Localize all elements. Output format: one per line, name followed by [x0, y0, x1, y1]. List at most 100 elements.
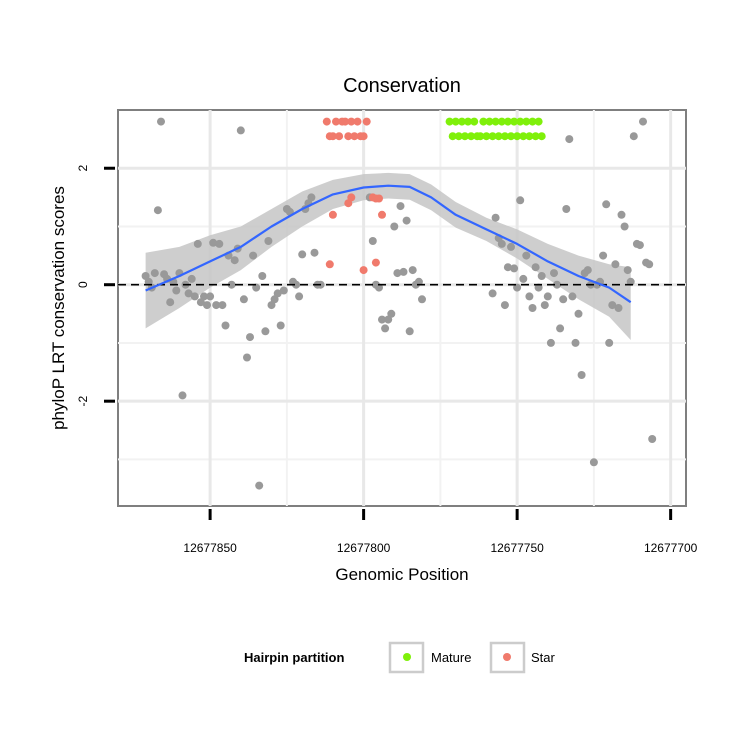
data-point-other [193, 239, 202, 248]
data-point-other [537, 272, 546, 280]
data-point-other [381, 324, 390, 333]
data-point-other [239, 295, 248, 304]
data-point-other [562, 205, 571, 213]
data-point-other [184, 289, 193, 298]
data-point-other [249, 251, 258, 260]
data-point-mature [448, 132, 457, 141]
x-tick-label: 12677750 [490, 541, 544, 555]
data-point-star [378, 210, 386, 219]
data-point-other [218, 301, 227, 310]
data-point-mature [460, 132, 469, 141]
data-point-other [507, 242, 515, 251]
data-point-other [375, 283, 383, 292]
legend: Hairpin partition Mature Star [244, 641, 556, 674]
data-point-other [488, 289, 497, 298]
data-point-mature [476, 132, 485, 141]
chart-title: Conservation [343, 75, 461, 97]
data-point-other [639, 117, 647, 126]
data-point-star [375, 194, 383, 203]
data-point-other [215, 239, 224, 248]
data-point-mature [513, 132, 522, 141]
data-point-other [408, 266, 417, 275]
data-point-other [203, 301, 211, 310]
data-point-mature [451, 117, 460, 126]
data-point-mature [519, 132, 528, 141]
data-point-mature [525, 132, 534, 141]
data-point-other [571, 338, 580, 347]
data-point-mature [531, 132, 540, 141]
data-point-other [531, 263, 540, 272]
data-point-mature [479, 117, 488, 126]
data-point-star [359, 266, 368, 275]
data-point-star [350, 132, 359, 141]
data-point-mature [494, 132, 503, 141]
data-point-mature [528, 117, 537, 126]
data-point-other [522, 251, 531, 260]
data-point-other [543, 292, 552, 301]
data-point-other [605, 338, 614, 347]
data-point-other [276, 321, 285, 330]
axes-layer: 12677850 12677800 12677750 12677700 -2 0 2 [76, 165, 698, 555]
data-point-mature [464, 117, 472, 126]
data-point-other [574, 309, 583, 318]
data-point-other [243, 353, 251, 362]
data-point-other [550, 269, 558, 278]
data-point-other [172, 286, 181, 295]
data-point-other [190, 292, 199, 301]
data-point-other [310, 248, 319, 257]
data-point-other [534, 283, 543, 292]
data-point-other [583, 266, 592, 275]
data-point-mature [482, 132, 491, 141]
data-point-star [347, 117, 356, 126]
data-point-other [393, 269, 402, 278]
data-point-other [414, 277, 423, 286]
data-point-other [279, 286, 288, 295]
data-point-mature [488, 132, 497, 141]
data-point-other [614, 304, 623, 312]
data-point-other [525, 292, 534, 301]
data-point-star [322, 117, 331, 126]
data-point-other [150, 269, 159, 278]
data-point-mature [457, 117, 466, 126]
data-point-mature [445, 117, 454, 126]
data-point-mature [467, 132, 476, 141]
data-point-star [328, 132, 337, 141]
data-point-other [368, 237, 377, 245]
data-point-other [227, 280, 236, 289]
data-point-star [325, 260, 334, 269]
data-point-other [418, 295, 426, 304]
data-point-other [178, 391, 187, 400]
data-point-other [620, 222, 629, 231]
data-point-other [298, 250, 307, 259]
data-point-mature [516, 117, 525, 126]
data-point-mature [485, 117, 494, 126]
data-point-star [359, 132, 368, 141]
x-tick-label: 12677850 [183, 541, 237, 555]
data-point-other [200, 292, 208, 301]
legend-swatch-star [503, 653, 511, 661]
grid-lines [118, 110, 686, 506]
data-point-star [371, 258, 380, 267]
data-point-other [396, 202, 405, 211]
data-point-other [510, 264, 519, 273]
data-point-other [617, 210, 626, 219]
data-point-other [295, 292, 304, 301]
data-point-other [292, 280, 301, 289]
x-tick-label: 12677700 [644, 541, 698, 555]
data-point-other [556, 324, 565, 333]
data-point-other [519, 274, 528, 283]
data-point-other [516, 196, 525, 205]
data-point-other [546, 338, 555, 347]
data-point-other [626, 277, 635, 286]
data-point-other [559, 295, 568, 304]
data-point-other [611, 260, 620, 269]
confidence-band [145, 172, 631, 340]
data-point-other [635, 241, 644, 250]
data-point-other [246, 333, 254, 342]
data-point-other [602, 200, 611, 209]
data-point-other [623, 266, 632, 275]
data-point-other [599, 251, 608, 260]
x-axis-title: Genomic Position [335, 565, 468, 584]
data-point-mature [537, 132, 546, 141]
legend-label-mature: Mature [431, 650, 471, 665]
